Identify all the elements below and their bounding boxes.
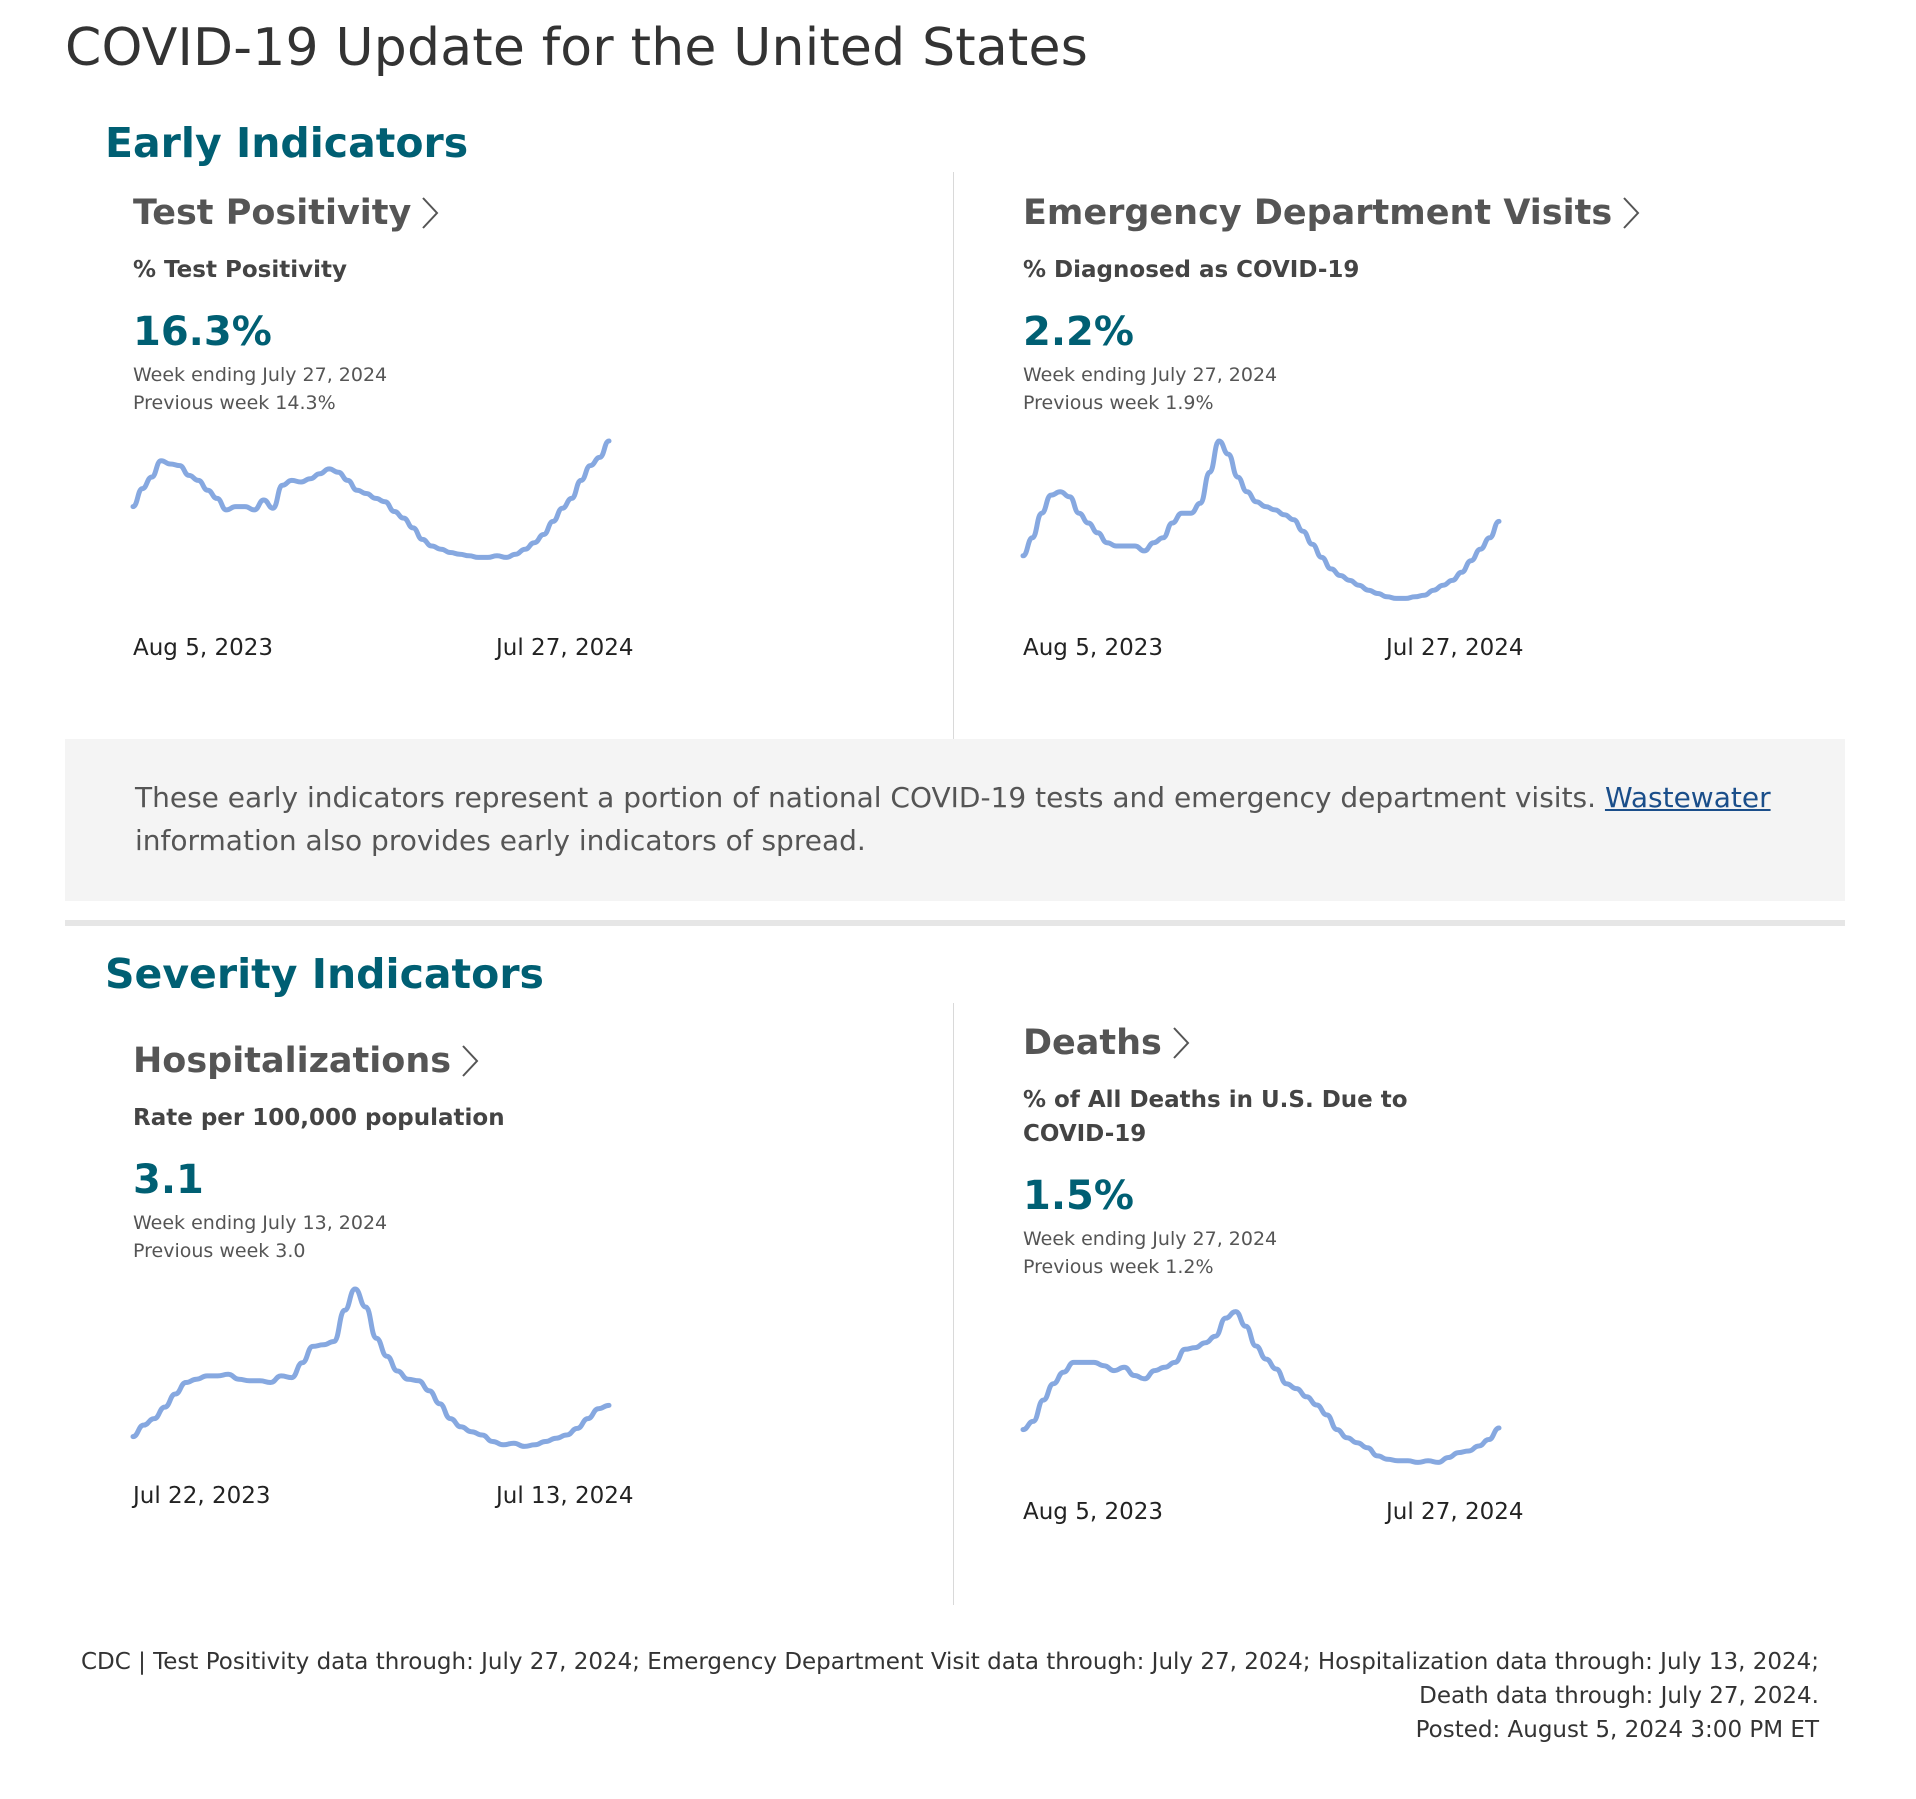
ed-visits-metric-label: % Diagnosed as COVID-19 [1023,257,1360,283]
ed-visits-week-ending: Week ending July 27, 2024 [1023,364,1278,386]
hospitalizations-x-start-label: Jul 22, 2023 [131,1483,270,1509]
hospitalizations-previous-week: Previous week 3.0 [133,1240,306,1262]
hospitalizations-week-ending: Week ending July 13, 2024 [133,1212,388,1234]
chevron-right-icon [462,1045,479,1077]
test-positivity-x-end-label: Jul 27, 2024 [494,635,633,661]
ed-visits-series-line [1020,438,1502,601]
deaths-title: Deaths [1023,1023,1162,1063]
test-positivity-title: Test Positivity [133,193,412,233]
hospitalizations-x-end-label: Jul 13, 2024 [494,1483,633,1509]
severity-column-divider [953,1003,954,1605]
deaths-metric-label-line1: % of All Deaths in U.S. Due to [1023,1087,1408,1113]
footer-posted-date: Posted: August 5, 2024 3:00 PM ET [1415,1717,1819,1743]
early-column-divider [953,172,954,739]
deaths-metric-label-line2: COVID-19 [1023,1121,1147,1147]
early-indicators-heading: Early Indicators [105,119,469,167]
hospitalizations-series-line [130,1286,612,1449]
hospitalizations-value: 3.1 [133,1157,204,1203]
severity-indicators-heading: Severity Indicators [105,950,544,998]
note-text-before: These early indicators represent a porti… [135,781,1605,814]
ed-visits-x-end-label: Jul 27, 2024 [1384,635,1523,661]
test-positivity-panel: Test Positivity % Test Positivity 16.3% … [130,193,833,753]
ed-visits-value: 2.2% [1023,309,1134,355]
deaths-series-line [1020,1309,1502,1465]
deaths-sparkline: Aug 5, 2023 Jul 27, 2024 [1020,1309,1523,1525]
test-positivity-metric-label: % Test Positivity [133,257,347,283]
footer-line-2: Death data through: July 27, 2024. [1419,1683,1819,1709]
hospitalizations-title: Hospitalizations [133,1041,452,1081]
ed-visits-panel: Emergency Department Visits % Diagnosed … [1020,193,1723,753]
chevron-right-icon [422,197,439,229]
page-title: COVID-19 Update for the United States [65,18,1088,78]
early-indicators-note: These early indicators represent a porti… [65,739,1845,901]
hospitalizations-panel: Hospitalizations Rate per 100,000 popula… [130,1041,833,1601]
deaths-panel: Deaths % of All Deaths in U.S. Due to CO… [1020,1023,1723,1583]
test-positivity-previous-week: Previous week 14.3% [133,392,336,414]
ed-visits-title-link[interactable]: Emergency Department Visits [1023,193,1723,233]
wastewater-link[interactable]: Wastewater [1604,781,1771,814]
deaths-week-ending: Week ending July 27, 2024 [1023,1228,1278,1250]
ed-visits-x-start-label: Aug 5, 2023 [1023,635,1163,661]
chevron-right-icon [1623,197,1640,229]
section-divider [65,920,1845,926]
test-positivity-x-start-label: Aug 5, 2023 [133,635,273,661]
deaths-value: 1.5% [1023,1173,1134,1219]
ed-visits-sparkline: Aug 5, 2023 Jul 27, 2024 [1020,438,1523,661]
test-positivity-series-line [130,438,612,560]
ed-visits-previous-week: Previous week 1.9% [1023,392,1214,414]
hospitalizations-sparkline: Jul 22, 2023 Jul 13, 2024 [130,1286,633,1509]
hospitalizations-title-link[interactable]: Hospitalizations [133,1041,833,1081]
ed-visits-title: Emergency Department Visits [1023,193,1613,233]
deaths-previous-week: Previous week 1.2% [1023,1256,1214,1278]
deaths-x-end-label: Jul 27, 2024 [1384,1499,1523,1525]
note-text-after: information also provides early indicato… [135,824,866,857]
footer-line-1: CDC | Test Positivity data through: July… [80,1649,1819,1675]
test-positivity-sparkline: Aug 5, 2023 Jul 27, 2024 [130,438,633,661]
test-positivity-week-ending: Week ending July 27, 2024 [133,364,388,386]
test-positivity-value: 16.3% [133,309,272,355]
test-positivity-title-link[interactable]: Test Positivity [133,193,833,233]
data-source-footer: CDC | Test Positivity data through: July… [69,1645,1819,1747]
hospitalizations-metric-label: Rate per 100,000 population [133,1105,505,1131]
deaths-x-start-label: Aug 5, 2023 [1023,1499,1163,1525]
chevron-right-icon [1173,1027,1190,1059]
deaths-title-link[interactable]: Deaths [1023,1023,1723,1063]
